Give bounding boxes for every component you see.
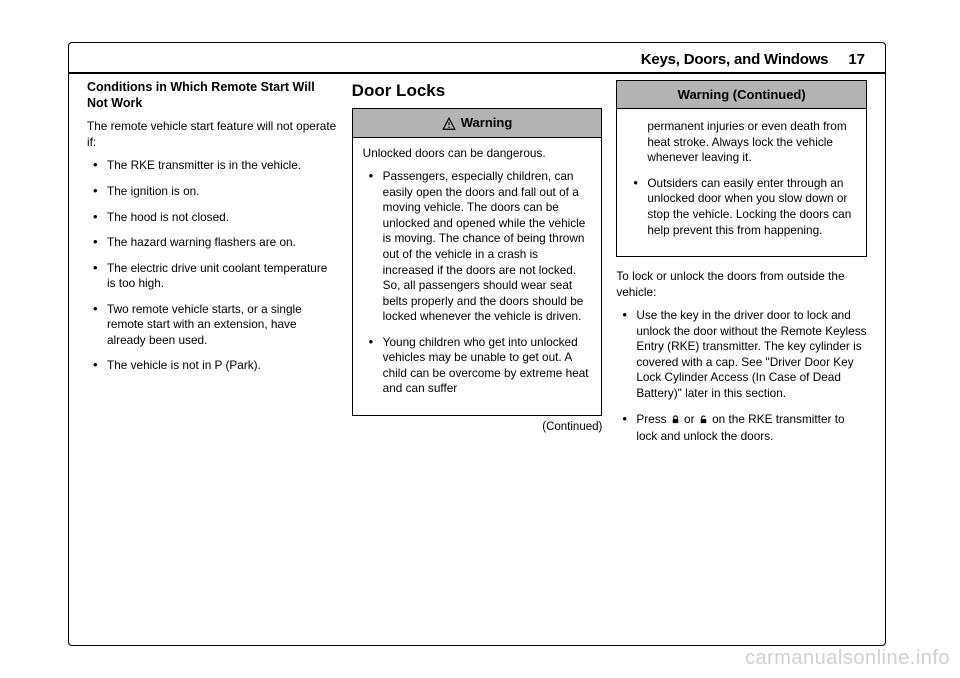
column-3: Warning (Continued) permanent injuries o… [616,80,867,630]
list-item: Two remote vehicle starts, or a single r… [87,302,338,349]
warning-header-continued: Warning (Continued) [617,81,866,109]
column-2: Door Locks Warning Unlocked doors can be… [352,80,603,630]
list-item: Young children who get into unlocked veh… [363,335,592,397]
list-item: permanent injuries or even death from he… [627,119,856,166]
lock-icon [670,414,681,430]
text-fragment: or [681,412,698,426]
warning-continued-list: permanent injuries or even death from he… [627,119,856,238]
col1-intro: The remote vehicle start feature will no… [87,119,338,150]
list-item: The vehicle is not in P (Park). [87,358,338,374]
col3-after-intro: To lock or unlock the doors from outside… [616,269,867,300]
warning-header: Warning [353,109,602,137]
list-item: The hazard warning flashers are on. [87,235,338,251]
header-page-number: 17 [848,51,865,68]
list-item: Press or on the RKE transmitter to lock … [616,412,867,445]
list-item: Use the key in the driver door to lock a… [616,308,867,401]
warning-box-continued: Warning (Continued) permanent injuries o… [616,80,867,257]
list-item: The ignition is on. [87,184,338,200]
col3-after-list: Use the key in the driver door to lock a… [616,308,867,445]
list-item: Outsiders can easily enter through an un… [627,176,856,238]
warning-intro: Unlocked doors can be dangerous. [363,146,592,162]
col2-heading: Door Locks [352,80,603,102]
content-columns: Conditions in Which Remote Start Will No… [69,74,885,640]
continued-label: (Continued) [352,420,603,435]
unlock-icon [698,414,709,430]
list-item: Passengers, especially children, can eas… [363,169,592,325]
page-frame: Keys, Doors, and Windows 17 Conditions i… [68,42,886,646]
warning-label: Warning [461,114,513,131]
col1-heading: Conditions in Which Remote Start Will No… [87,80,338,111]
warning-box: Warning Unlocked doors can be dangerous.… [352,108,603,416]
warning-body: Unlocked doors can be dangerous. Passeng… [353,138,602,415]
warning-body-continued: permanent injuries or even death from he… [617,109,866,256]
list-item: The electric drive unit coolant temperat… [87,261,338,292]
column-1: Conditions in Which Remote Start Will No… [87,80,338,630]
page-header: Keys, Doors, and Windows 17 [69,43,885,74]
text-fragment: Press [636,412,669,426]
watermark: carmanualsonline.info [745,647,950,670]
header-title: Keys, Doors, and Windows [641,51,829,68]
list-item: The RKE transmitter is in the vehicle. [87,158,338,174]
warning-continued-label: Warning (Continued) [678,86,806,103]
warning-triangle-icon [442,114,456,131]
col1-bullet-list: The RKE transmitter is in the vehicle. T… [87,158,338,374]
list-item: The hood is not closed. [87,210,338,226]
warning-bullet-list: Passengers, especially children, can eas… [363,169,592,397]
